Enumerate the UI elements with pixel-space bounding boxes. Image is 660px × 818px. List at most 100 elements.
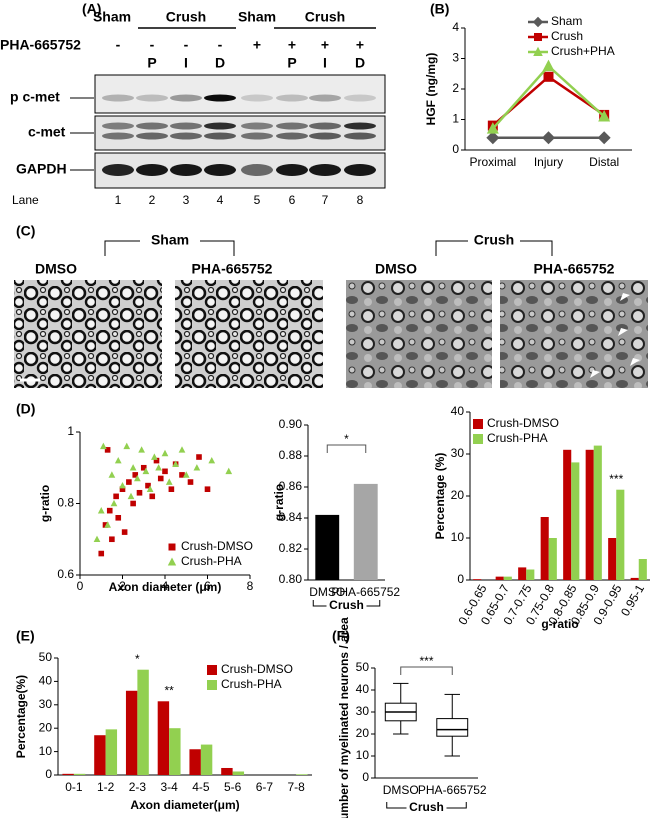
point bbox=[168, 486, 175, 492]
point bbox=[130, 500, 136, 507]
lane-number: 4 bbox=[217, 193, 224, 207]
point bbox=[127, 492, 135, 500]
panel-label: (D) bbox=[16, 401, 35, 417]
treatment-sign: + bbox=[321, 37, 329, 53]
point bbox=[123, 442, 131, 450]
x-axis-label: g-ratio bbox=[541, 617, 578, 631]
x-axis-label: Axon diameter (μm) bbox=[109, 580, 222, 594]
legend-label: Crush bbox=[551, 29, 583, 43]
point bbox=[178, 446, 186, 453]
point bbox=[142, 467, 150, 475]
x-tick-label: 0.95-1 bbox=[618, 582, 647, 619]
treatment-label: PHA-665752 bbox=[0, 37, 81, 53]
treatment-sign: - bbox=[218, 37, 223, 53]
legend-marker bbox=[534, 33, 542, 41]
blot-row-label: p c-met bbox=[10, 89, 60, 105]
lane-number: 5 bbox=[254, 193, 261, 207]
band bbox=[170, 94, 202, 102]
y-tick-label: 10 bbox=[356, 748, 370, 762]
bar bbox=[296, 774, 308, 775]
y-tick-label: 0 bbox=[457, 572, 464, 586]
point bbox=[138, 446, 145, 453]
group-label: Crush bbox=[409, 800, 444, 814]
lane-number: 2 bbox=[149, 193, 156, 207]
point bbox=[119, 481, 126, 489]
bracket bbox=[104, 240, 140, 256]
bar bbox=[593, 445, 602, 580]
point bbox=[132, 472, 139, 478]
point bbox=[129, 464, 137, 471]
y-tick-label: 4 bbox=[452, 20, 459, 34]
band bbox=[309, 132, 341, 140]
y-tick-label: 30 bbox=[39, 697, 53, 711]
x-axis-label: Axon diameter(μm) bbox=[130, 798, 239, 812]
legend-marker bbox=[168, 543, 176, 551]
band bbox=[136, 122, 168, 130]
band bbox=[136, 94, 168, 102]
x-tick-label: PHA-665752 bbox=[331, 585, 400, 599]
point bbox=[121, 529, 128, 535]
legend-label: Crush+PHA bbox=[551, 44, 615, 58]
y-tick-label: 0 bbox=[452, 142, 459, 156]
lane-number: 6 bbox=[289, 193, 296, 207]
legend-marker bbox=[167, 557, 177, 566]
treatment-label: PHA-665752 bbox=[192, 261, 273, 277]
band bbox=[276, 122, 308, 130]
y-tick-label: 10 bbox=[451, 530, 465, 544]
treatment-sign: + bbox=[253, 37, 261, 53]
point bbox=[172, 460, 179, 467]
y-tick-label: 1 bbox=[67, 424, 74, 438]
point bbox=[225, 467, 233, 475]
group-bracket bbox=[446, 802, 467, 809]
bar bbox=[353, 483, 378, 580]
band bbox=[309, 94, 341, 102]
micrograph bbox=[14, 280, 162, 388]
band bbox=[241, 122, 273, 130]
band bbox=[309, 164, 341, 176]
x-tick-label: 5-6 bbox=[224, 780, 242, 794]
band bbox=[344, 164, 376, 176]
bar bbox=[518, 567, 527, 580]
bar bbox=[94, 735, 106, 775]
y-tick-label: 0 bbox=[362, 770, 369, 784]
y-tick-label: 40 bbox=[39, 674, 53, 688]
bar bbox=[221, 767, 233, 775]
point bbox=[134, 474, 141, 482]
group-bracket bbox=[386, 802, 407, 809]
legend-label: Crush-PHA bbox=[221, 677, 282, 691]
y-tick-label: 0.84 bbox=[279, 510, 303, 524]
point bbox=[187, 479, 194, 485]
blot-header: Crush bbox=[305, 9, 345, 25]
band bbox=[276, 94, 308, 102]
point bbox=[598, 109, 611, 122]
x-tick-label: 7-8 bbox=[287, 780, 305, 794]
legend-label: Sham bbox=[551, 14, 582, 28]
lane-number: 7 bbox=[322, 193, 329, 207]
y-tick-label: 0.90 bbox=[279, 417, 303, 431]
significance-label: ** bbox=[164, 683, 174, 697]
band bbox=[102, 132, 134, 140]
x-tick-label: Distal bbox=[589, 155, 619, 169]
significance-label: * bbox=[344, 432, 349, 446]
point bbox=[162, 468, 168, 475]
y-axis-label: g-ratio bbox=[38, 485, 52, 522]
x-tick-label: 0 bbox=[77, 579, 84, 593]
bar bbox=[62, 773, 74, 775]
significance-bracket bbox=[400, 666, 453, 675]
y-tick-label: 40 bbox=[356, 682, 370, 696]
significance-label: *** bbox=[609, 472, 623, 486]
point bbox=[109, 536, 115, 543]
lane-label: Lane bbox=[12, 193, 39, 207]
point bbox=[182, 471, 190, 478]
band bbox=[344, 132, 376, 140]
y-tick-label: 50 bbox=[356, 660, 370, 674]
legend-marker bbox=[532, 16, 544, 28]
y-tick-label: 50 bbox=[39, 650, 53, 664]
legend-label: Crush-PHA bbox=[181, 554, 242, 568]
point bbox=[110, 499, 118, 507]
legend-label: Crush-DMSO bbox=[181, 539, 253, 553]
bar bbox=[137, 669, 149, 775]
bar bbox=[125, 690, 138, 775]
lane-number: 1 bbox=[115, 193, 122, 207]
bar bbox=[315, 514, 340, 580]
